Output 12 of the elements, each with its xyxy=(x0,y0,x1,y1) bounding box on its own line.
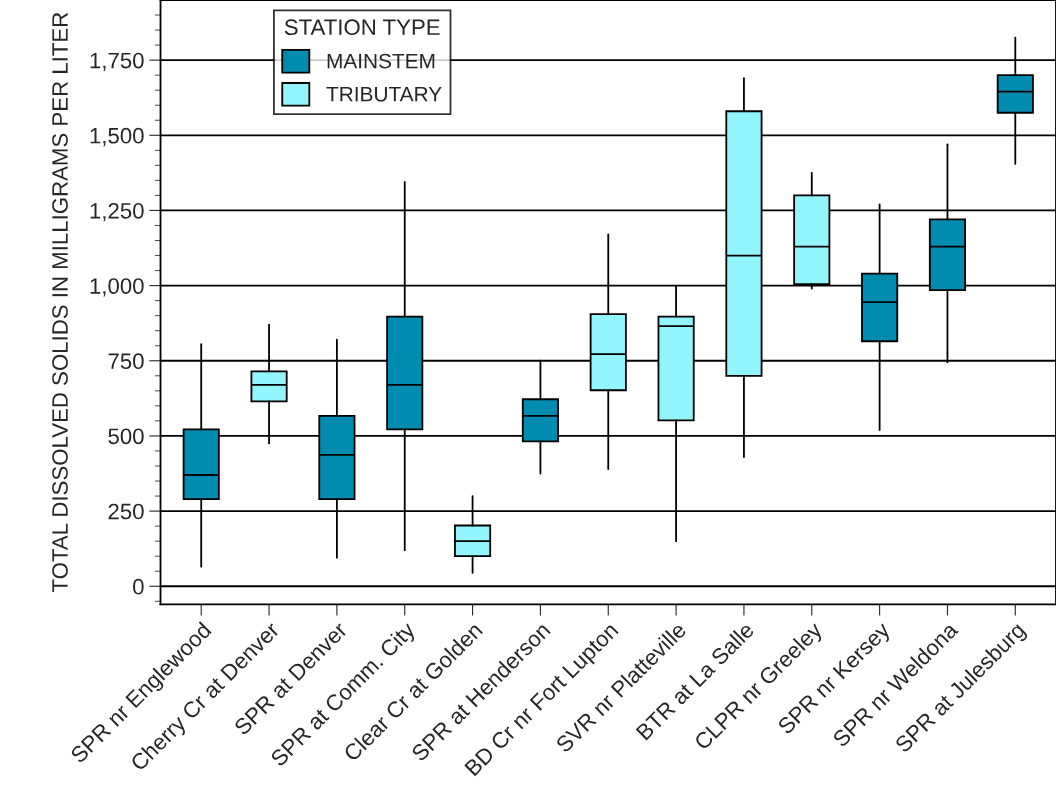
y-axis-title: TOTAL DISSOLVED SOLIDS IN MILLIGRAMS PER LITER xyxy=(52,12,68,593)
y-tick-label: 0 xyxy=(133,578,144,595)
y-tick-label: 1,250 xyxy=(90,202,144,222)
y-tick-label: 1,000 xyxy=(90,278,144,297)
legend-title: STATION TYPE xyxy=(284,19,440,36)
y-tick-label: 500 xyxy=(108,428,144,445)
y-tick-label: 750 xyxy=(108,353,144,370)
y-tick-label: 1,500 xyxy=(90,127,144,147)
legend-label: MAINSTEM xyxy=(327,53,435,69)
legend-label: TRIBUTARY xyxy=(326,87,442,102)
y-tick-label: 250 xyxy=(108,503,144,520)
y-tick-label: 1,750 xyxy=(90,52,144,72)
